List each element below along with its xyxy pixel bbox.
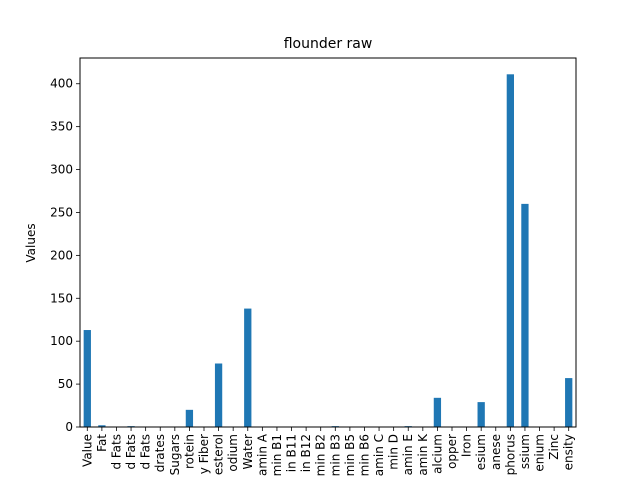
x-tick-label-2: d Fats xyxy=(109,434,123,470)
y-tick-label-3: 150 xyxy=(50,291,73,305)
bar-9 xyxy=(214,363,223,427)
x-axis-ticks: Value Fat d Fats d Fats d Fats drates Sugars ro… xyxy=(80,427,576,476)
y-tick-label-0: 0 xyxy=(65,420,73,434)
x-tick-label-8: y Fiber xyxy=(197,434,211,474)
bar-27 xyxy=(477,402,485,427)
x-tick-label-22: amin E xyxy=(401,434,415,475)
x-tick-label-24: alcium xyxy=(430,434,444,474)
y-tick-label-1: 50 xyxy=(58,377,73,391)
x-tick-label-16: min B2 xyxy=(314,434,328,476)
x-tick-label-23: amin K xyxy=(416,433,430,476)
x-tick-label-19: min B6 xyxy=(357,434,371,476)
x-tick-label-6: Sugars xyxy=(168,434,182,475)
x-tick-label-10: odium xyxy=(226,434,240,472)
bar-7 xyxy=(185,409,194,427)
y-tick-label-7: 350 xyxy=(50,120,73,134)
bar-30 xyxy=(521,203,529,427)
y-tick-label-4: 200 xyxy=(50,248,73,262)
x-tick-label-5: drates xyxy=(153,434,167,472)
y-tick-label-6: 300 xyxy=(50,163,73,177)
bars-group xyxy=(83,74,573,428)
x-tick-label-21: min D xyxy=(387,434,401,470)
x-tick-label-4: d Fats xyxy=(139,434,153,470)
y-tick-label-2: 100 xyxy=(50,334,73,348)
x-tick-label-0: Value xyxy=(80,434,94,467)
x-tick-label-33: ensity xyxy=(562,434,576,470)
x-tick-label-13: min B1 xyxy=(270,434,284,476)
y-axis-label: Values xyxy=(24,223,38,262)
x-tick-label-1: Fat xyxy=(95,434,109,452)
plot-frame xyxy=(79,57,577,428)
x-tick-label-31: enium xyxy=(533,434,547,472)
x-tick-label-18: min B5 xyxy=(343,434,357,476)
bar-1 xyxy=(98,425,106,427)
y-axis-ticks: 0 50 100 150 200 250 300 350 400 xyxy=(50,77,80,434)
x-tick-label-29: phorus xyxy=(503,434,517,475)
bar-24 xyxy=(433,397,442,427)
x-tick-label-20: amin C xyxy=(372,434,386,476)
chart-title: flounder raw xyxy=(284,36,373,52)
x-tick-label-26: Iron xyxy=(460,434,474,457)
bar-33 xyxy=(565,378,573,427)
x-tick-label-32: Zinc xyxy=(547,434,561,460)
bar-29 xyxy=(506,74,514,428)
x-tick-label-14: in B11 xyxy=(285,434,299,472)
y-tick-label-8: 400 xyxy=(50,77,73,91)
x-tick-label-12: amin A xyxy=(255,433,269,476)
bar-11 xyxy=(244,308,252,427)
x-tick-label-27: esium xyxy=(474,434,488,470)
x-tick-label-7: rotein xyxy=(182,434,196,469)
x-tick-label-25: opper xyxy=(445,434,459,469)
x-tick-label-9: esterol xyxy=(212,434,226,475)
x-tick-label-3: d Fats xyxy=(124,434,138,470)
x-tick-label-17: min B3 xyxy=(328,434,342,476)
x-tick-label-11: Water xyxy=(241,434,255,470)
bar-0 xyxy=(83,330,91,427)
y-tick-label-5: 250 xyxy=(50,205,73,219)
x-tick-label-28: anese xyxy=(489,434,503,470)
x-tick-label-15: in B12 xyxy=(299,434,313,472)
x-tick-label-30: ssium xyxy=(518,434,532,469)
